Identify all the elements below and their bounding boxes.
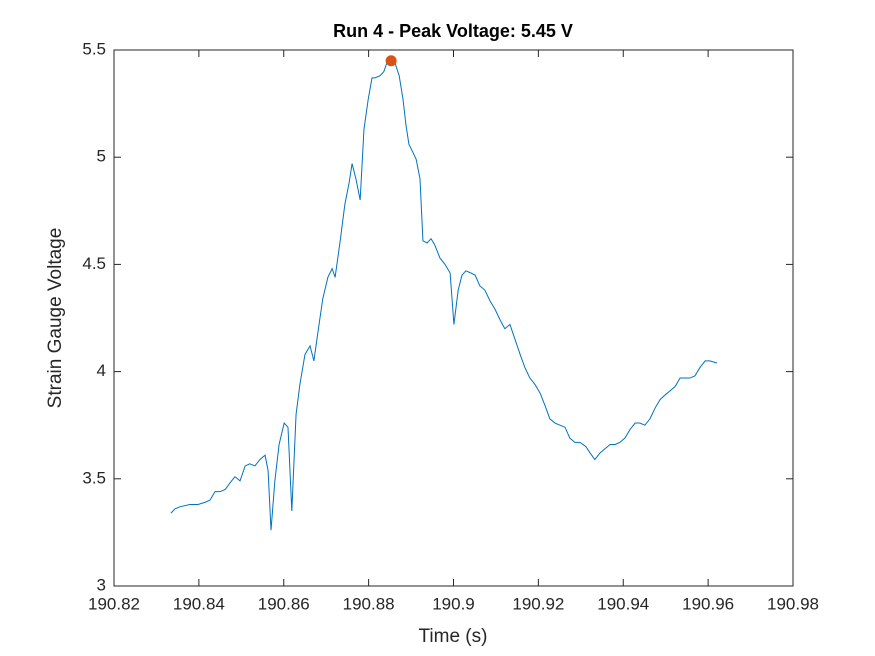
y-tick-label: 3: [97, 575, 106, 594]
x-axis-label: Time (s): [419, 626, 488, 647]
x-tick-label: 190.92: [512, 594, 564, 613]
y-tick-label: 4: [97, 361, 106, 380]
y-axis-label: Strain Gauge Voltage: [45, 228, 66, 409]
data-line: [170, 60, 718, 531]
chart-title: Run 4 - Peak Voltage: 5.45 V: [333, 21, 573, 41]
y-tick-label: 5.5: [82, 39, 106, 58]
x-tick-label: 190.86: [258, 594, 310, 613]
x-tick-label: 190.88: [343, 594, 395, 613]
y-tick-label: 3.5: [82, 468, 106, 487]
x-tick-label: 190.82: [88, 594, 140, 613]
x-tick-label: 190.94: [597, 594, 649, 613]
y-tick-label: 5: [97, 147, 106, 166]
x-tick-label: 190.98: [767, 594, 819, 613]
y-tick-label: 4.5: [82, 254, 106, 273]
x-tick-label: 190.96: [682, 594, 734, 613]
x-tick-label: 190.9: [432, 594, 475, 613]
peak-marker: [385, 55, 397, 67]
x-tick-label: 190.84: [173, 594, 225, 613]
